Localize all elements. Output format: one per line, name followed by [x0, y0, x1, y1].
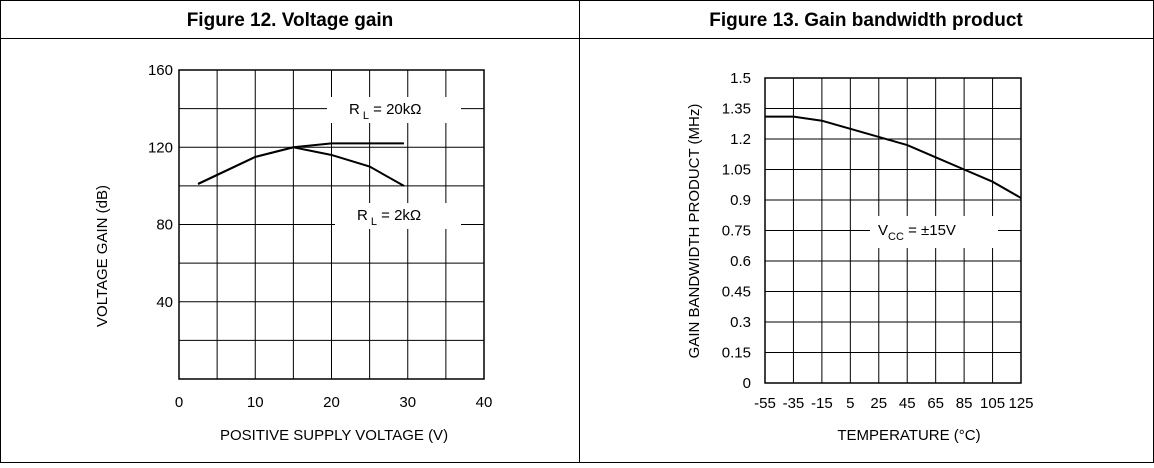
chart2-x-tick: 65	[927, 395, 944, 412]
chart1-annotation-bg	[335, 203, 461, 229]
chart2-y-tick: 0.9	[730, 192, 751, 209]
chart2-plot-frame	[764, 77, 1022, 384]
chart2-x-tick: 105	[980, 395, 1005, 412]
chart2-annotation-vcc: VCC = ±15V	[878, 222, 956, 243]
chart1-y-tick: 40	[156, 294, 173, 311]
chart2-x-tick: -35	[783, 395, 805, 412]
chart2-x-tick: 85	[956, 395, 973, 412]
chart1-title: Figure 12. Voltage gain	[187, 10, 394, 31]
chart1-x-tick: 40	[476, 394, 493, 411]
chart2-y-tick: 0.6	[730, 253, 751, 270]
chart1-annotation-bg	[327, 97, 461, 123]
chart1-x-tick: 20	[323, 394, 340, 411]
chart2-xlabel: TEMPERATURE (°C)	[837, 427, 980, 444]
chart2-x-tick: 25	[870, 395, 887, 412]
chart1-y-tick: 80	[156, 217, 173, 234]
chart1-x-tick: 10	[247, 394, 264, 411]
chart2-y-tick: 0.45	[722, 284, 751, 301]
chart2-y-tick: 1.5	[730, 70, 751, 87]
chart2-annotation-bg	[870, 216, 998, 248]
chart2-y-tick: 0	[743, 375, 751, 392]
chart2-title: Figure 13. Gain bandwidth product	[709, 10, 1023, 31]
chart1-y-tick: 120	[148, 139, 173, 156]
chart1-plot: 0 10 20 30 40 160 120 80 40 R L = 20kΩ R L = 2kΩ	[148, 62, 492, 411]
chart2-ylabel: GAIN BANDWIDTH PRODUCT (MHz)	[686, 104, 703, 359]
chart1-y-tick: 160	[148, 62, 173, 79]
chart1-series-line-2	[197, 146, 405, 187]
chart2-y-tick: 0.3	[730, 314, 751, 331]
chart2-y-tick: 0.15	[722, 345, 751, 362]
chart2-y-tick: 1.2	[730, 131, 751, 148]
chart2-x-tick: 45	[899, 395, 916, 412]
chart1-xlabel: POSITIVE SUPPLY VOLTAGE (V)	[220, 427, 448, 444]
chart2-x-tick: 125	[1008, 395, 1033, 412]
chart1-plot-frame	[178, 69, 485, 380]
chart1-ylabel: VOLTAGE GAIN (dB)	[94, 185, 111, 327]
chart2-x-tick: -55	[754, 395, 776, 412]
chart2-series-line-1	[765, 115, 1022, 199]
chart2-x-tick: 5	[846, 395, 854, 412]
chart1-x-tick: 0	[175, 394, 183, 411]
chart2-y-tick: 0.75	[722, 223, 751, 240]
chart2-y-tick: 1.05	[722, 162, 751, 179]
chart1-x-tick: 30	[399, 394, 416, 411]
chart2-x-tick: -15	[811, 395, 833, 412]
chart2-y-tick: 1.35	[722, 101, 751, 118]
chart2-plot: -55 -35 -15 5 25 45 65 85 105 125 0 0.15 0.3 0.45 0.6 0…	[722, 70, 1034, 412]
